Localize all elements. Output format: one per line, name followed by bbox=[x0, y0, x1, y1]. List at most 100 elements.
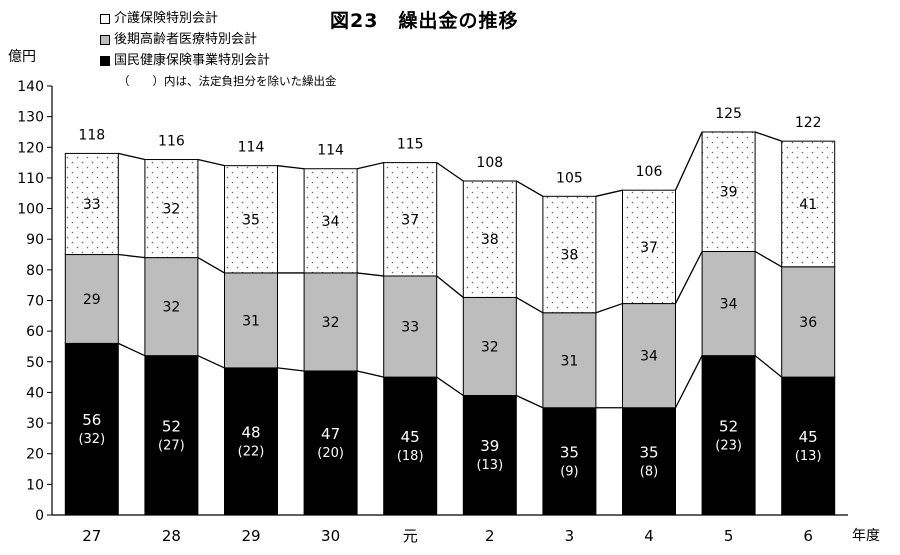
data-label-care: 38 bbox=[481, 232, 499, 248]
bar-segment-care bbox=[462, 180, 517, 298]
data-label-elderly: 32 bbox=[481, 339, 499, 355]
x-tick-label: 4 bbox=[644, 527, 654, 545]
chart-title: 図23 繰出金の推移 bbox=[330, 10, 519, 32]
series-connector-line bbox=[277, 165, 305, 170]
data-label-nhi: 52 bbox=[719, 417, 738, 435]
y-tick-label: 80 bbox=[26, 263, 44, 279]
y-tick-label: 20 bbox=[26, 447, 44, 463]
data-label-total: 115 bbox=[397, 137, 424, 153]
y-tick-label: 90 bbox=[26, 232, 44, 248]
data-label-care: 35 bbox=[242, 212, 260, 228]
y-tick-label: 110 bbox=[17, 171, 44, 187]
connector-lines bbox=[118, 131, 783, 409]
data-label-care: 38 bbox=[560, 248, 578, 264]
series-connector-line bbox=[515, 180, 544, 197]
series-connector-line bbox=[118, 342, 146, 357]
bar-segment-nhi bbox=[542, 407, 597, 516]
data-label-care: 37 bbox=[401, 212, 419, 228]
data-label-care: 32 bbox=[162, 202, 180, 218]
y-tick-label: 70 bbox=[26, 294, 44, 310]
x-tick-label: 2 bbox=[485, 527, 495, 545]
legend-item-elderly: 後期高齢者医療特別会計 bbox=[100, 29, 337, 50]
series-connector-line bbox=[277, 367, 305, 372]
bar-segment-care bbox=[224, 165, 278, 274]
bar-segment-care bbox=[781, 140, 836, 268]
data-label-total: 105 bbox=[556, 170, 583, 186]
bar-segment-care bbox=[64, 152, 119, 256]
data-label-nhi: 45 bbox=[799, 428, 818, 446]
data-label-nhi-excluding-statutory: (20) bbox=[317, 446, 344, 461]
bar-segment-nhi bbox=[622, 407, 676, 516]
y-tick-label: 140 bbox=[17, 79, 44, 95]
series-connector-line bbox=[356, 161, 384, 170]
series-connector-line bbox=[674, 251, 703, 304]
bar-segment-elderly bbox=[542, 312, 597, 409]
series-connector-line bbox=[118, 253, 145, 259]
data-label-elderly: 33 bbox=[401, 320, 419, 336]
data-label-care: 41 bbox=[799, 197, 817, 213]
bar-segment-elderly bbox=[224, 272, 278, 369]
bar-segment-elderly bbox=[383, 275, 438, 378]
data-label-nhi-excluding-statutory: (9) bbox=[560, 464, 578, 479]
bar-segment-elderly bbox=[303, 272, 358, 372]
x-tick-label: 29 bbox=[241, 527, 260, 545]
data-label-total: 116 bbox=[158, 134, 185, 150]
data-label-elderly: 34 bbox=[720, 297, 738, 313]
data-label-elderly: 29 bbox=[83, 292, 101, 308]
data-label-elderly: 36 bbox=[799, 315, 817, 331]
series-connector-line bbox=[515, 296, 544, 314]
data-label-total: 114 bbox=[317, 143, 344, 159]
bar-segment-care bbox=[303, 168, 358, 274]
y-tick-label: 100 bbox=[17, 202, 44, 218]
series-connector-line bbox=[357, 272, 384, 277]
legend: 介護保険特別会計 後期高齢者医療特別会計 国民健康保険事業特別会計 （ ）内は、… bbox=[100, 8, 337, 92]
series-connector-line bbox=[197, 355, 225, 369]
series-connector-line bbox=[356, 370, 384, 378]
data-label-total: 108 bbox=[476, 155, 503, 171]
series-connector-line bbox=[754, 355, 783, 378]
data-label-elderly: 32 bbox=[162, 300, 180, 316]
legend-label-nhi: 国民健康保険事業特別会計 bbox=[114, 53, 271, 68]
x-tick-label: 3 bbox=[565, 527, 575, 545]
bars bbox=[64, 131, 836, 516]
bar-segment-elderly bbox=[144, 257, 199, 357]
bar-segment-care bbox=[144, 159, 199, 259]
series-connector-line bbox=[516, 394, 544, 409]
data-label-nhi: 56 bbox=[82, 411, 101, 429]
data-label-total: 125 bbox=[715, 106, 742, 122]
legend-label-elderly: 後期高齢者医療特別会計 bbox=[114, 32, 258, 47]
bar-segment-elderly bbox=[462, 296, 517, 396]
series-connector-line bbox=[197, 158, 225, 167]
legend-swatch-nhi bbox=[100, 55, 110, 66]
data-label-total: 118 bbox=[78, 127, 105, 143]
bar-segment-nhi bbox=[144, 355, 199, 516]
data-labels: 56 (32) 29 33 118 52 (27) 32 32 116 48 (22) 31 35 114 4… bbox=[78, 106, 821, 479]
data-label-total: 122 bbox=[795, 115, 822, 131]
bar-segment-care bbox=[622, 189, 676, 305]
data-label-nhi-excluding-statutory: (27) bbox=[158, 438, 185, 453]
bar-segment-elderly bbox=[622, 303, 676, 409]
data-label-nhi: 47 bbox=[321, 425, 340, 443]
data-label-total: 106 bbox=[636, 164, 663, 180]
data-label-care: 34 bbox=[322, 214, 340, 230]
legend-swatch-elderly bbox=[100, 34, 110, 45]
data-label-care: 33 bbox=[83, 197, 101, 213]
x-tick-label: 5 bbox=[724, 527, 734, 545]
data-label-nhi-excluding-statutory: (32) bbox=[78, 432, 105, 447]
series-connector-line bbox=[118, 152, 146, 161]
legend-item-care: 介護保険特別会計 bbox=[100, 8, 337, 29]
y-tick-label: 40 bbox=[26, 385, 44, 401]
data-label-nhi: 48 bbox=[241, 423, 260, 441]
series-connector-line bbox=[436, 376, 464, 397]
series-connector-line bbox=[595, 302, 623, 314]
x-tick-label: 28 bbox=[162, 527, 181, 545]
y-tick-label: 50 bbox=[26, 355, 44, 371]
data-label-nhi-excluding-statutory: (22) bbox=[238, 444, 265, 459]
x-tick-label: 6 bbox=[803, 527, 813, 545]
y-tick-label: 10 bbox=[26, 477, 44, 493]
data-label-nhi-excluding-statutory: (8) bbox=[640, 464, 658, 479]
data-label-nhi: 45 bbox=[401, 428, 420, 446]
data-label-nhi: 52 bbox=[162, 417, 181, 435]
data-label-nhi-excluding-statutory: (13) bbox=[795, 449, 822, 464]
data-label-nhi: 35 bbox=[639, 443, 658, 461]
